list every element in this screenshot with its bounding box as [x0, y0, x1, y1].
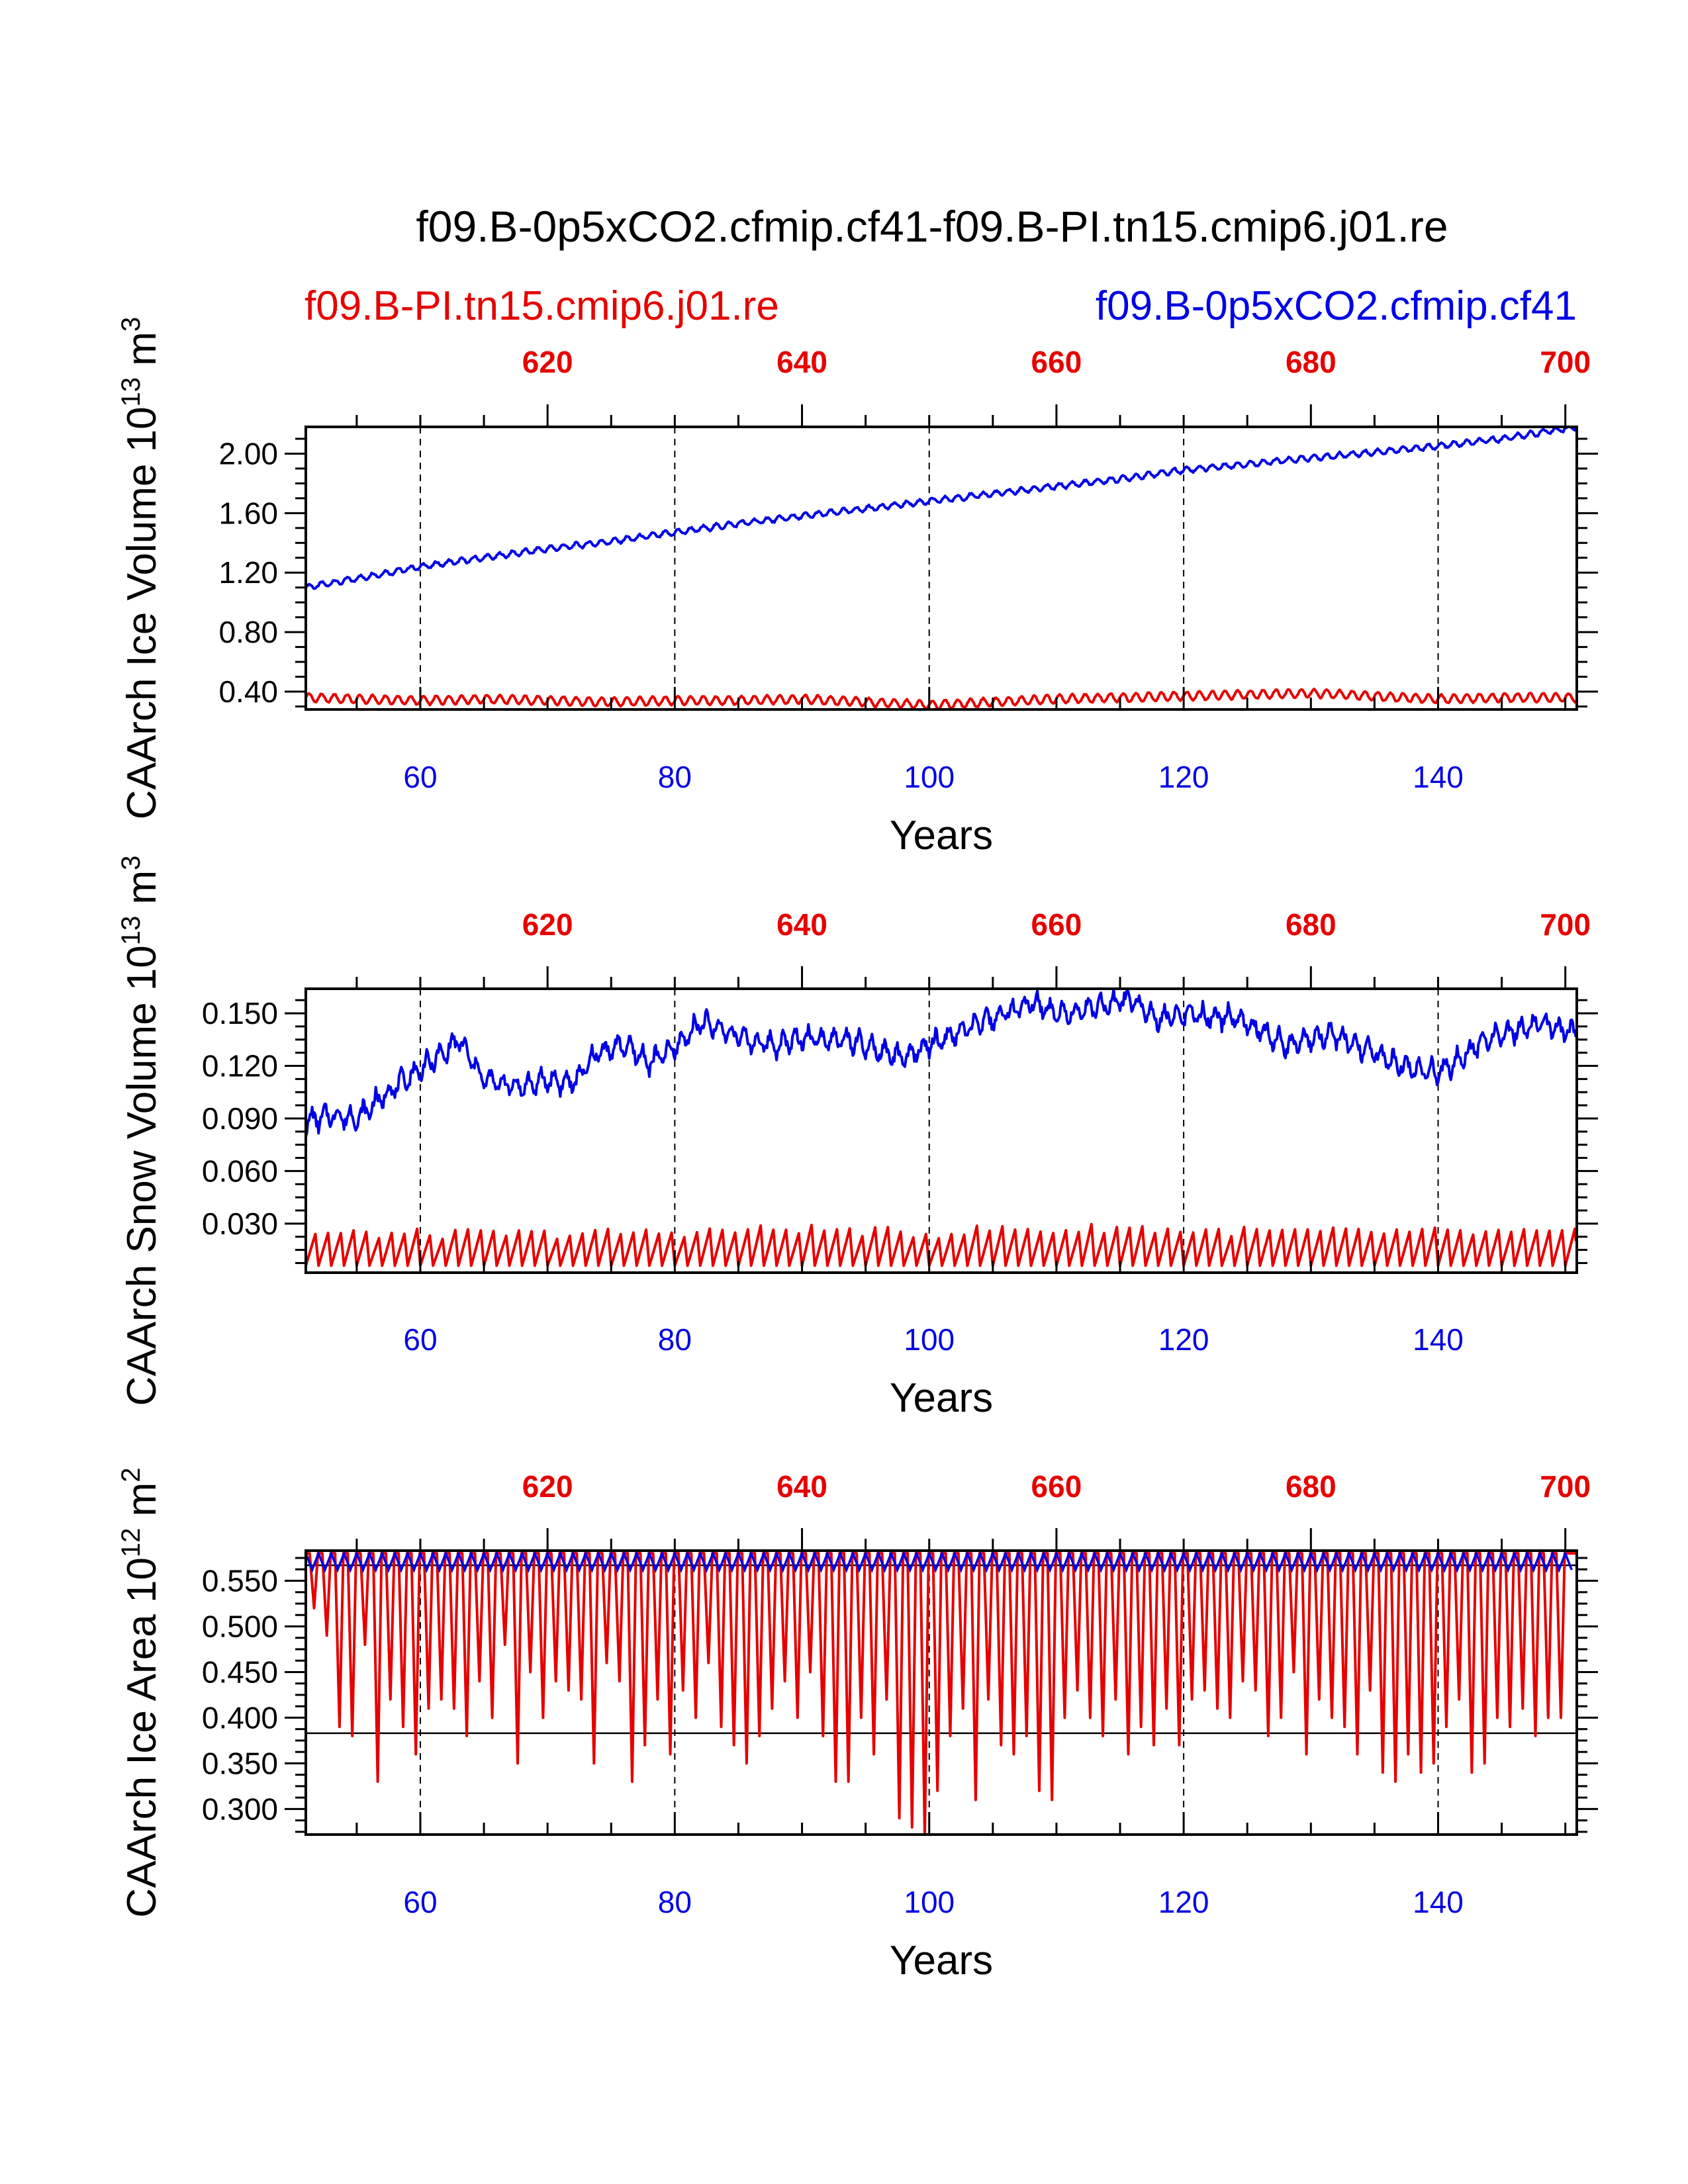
x-tick-label-bottom-1: 80	[658, 1322, 692, 1357]
x-tick-label-top-4: 700	[1540, 345, 1591, 379]
series-control-line	[306, 1222, 1577, 1267]
x-tick-label-bottom-3: 120	[1158, 1885, 1209, 1919]
series-control-line	[306, 688, 1577, 709]
x-tick-label-bottom-4: 140	[1413, 1322, 1464, 1357]
y-axis-title: CAArch Ice Volume 1013 m3	[117, 317, 165, 819]
x-tick-label-top-0: 620	[522, 1469, 573, 1504]
y-tick-label-2: 0.090	[202, 1101, 278, 1136]
x-tick-label-bottom-0: 60	[403, 1322, 437, 1357]
panel-ice-area: 60 80 100 120 140 620 640 660 680 700 0.300 0.350 0.…	[117, 1467, 1598, 1983]
x-tick-label-top-2: 660	[1031, 907, 1082, 942]
y-tick-label-4: 0.150	[202, 996, 278, 1030]
plot-area	[306, 427, 1577, 709]
x-axis-title: Years	[890, 1938, 993, 1983]
y-tick-label-3: 1.60	[218, 496, 278, 530]
series-control-line	[306, 1552, 1577, 1835]
x-tick-label-bottom-1: 80	[658, 760, 692, 794]
y-tick-label-1: 0.060	[202, 1154, 278, 1188]
y-tick-label-2: 1.20	[218, 555, 278, 590]
series-experiment-line	[306, 989, 1577, 1137]
y-tick-label-1: 0.80	[218, 615, 278, 649]
y-tick-label-4: 2.00	[218, 436, 278, 471]
x-tick-label-top-1: 640	[776, 1469, 827, 1504]
y-tick-label-5: 0.550	[202, 1564, 278, 1598]
x-tick-label-top-3: 680	[1286, 345, 1336, 379]
plot-frame	[305, 987, 1578, 1274]
x-axis-title: Years	[890, 1375, 993, 1421]
series-experiment-line	[306, 1551, 1573, 1573]
y-tick-label-3: 0.120	[202, 1049, 278, 1083]
legend-experiment: f09.B-0p5xCO2.cfmip.cf41	[1096, 283, 1577, 329]
plot-frame	[305, 1549, 1578, 1836]
y-tick-label-0: 0.40	[218, 674, 278, 709]
x-axis-title: Years	[890, 813, 993, 858]
y-axis-title: CAArch Snow Volume 1013 m3	[117, 856, 165, 1406]
x-tick-label-top-1: 640	[776, 345, 827, 379]
x-tick-label-bottom-0: 60	[403, 1885, 437, 1919]
x-tick-label-bottom-2: 100	[904, 1322, 955, 1357]
plot-frame	[305, 426, 1578, 711]
x-tick-label-top-0: 620	[522, 907, 573, 942]
y-tick-label-0: 0.300	[202, 1792, 278, 1826]
plot-area	[306, 1551, 1577, 1835]
panel-ice-volume: 60 80 100 120 140 620 640 660 680 700 0.40 0.80 1.20…	[117, 317, 1598, 858]
x-tick-label-top-3: 680	[1286, 907, 1336, 942]
x-tick-label-top-2: 660	[1031, 345, 1082, 379]
x-tick-label-top-3: 680	[1286, 1469, 1336, 1504]
series-experiment-line	[306, 427, 1577, 590]
y-tick-label-4: 0.500	[202, 1609, 278, 1643]
x-tick-label-top-2: 660	[1031, 1469, 1082, 1504]
x-tick-label-bottom-1: 80	[658, 1885, 692, 1919]
y-tick-label-0: 0.030	[202, 1206, 278, 1241]
x-tick-label-bottom-2: 100	[904, 760, 955, 794]
plot-area	[306, 989, 1577, 1267]
figure-title: f09.B-0p5xCO2.cfmip.cf41-f09.B-PI.tn15.c…	[416, 202, 1448, 251]
x-tick-label-bottom-3: 120	[1158, 1322, 1209, 1357]
x-tick-label-bottom-0: 60	[403, 760, 437, 794]
x-tick-label-top-1: 640	[776, 907, 827, 942]
x-tick-label-bottom-4: 140	[1413, 760, 1464, 794]
y-tick-label-3: 0.450	[202, 1655, 278, 1689]
x-tick-label-bottom-4: 140	[1413, 1885, 1464, 1919]
y-axis-title: CAArch Ice Area 1012 m2	[117, 1467, 165, 1917]
y-tick-label-2: 0.400	[202, 1700, 278, 1735]
x-tick-label-top-4: 700	[1540, 1469, 1591, 1504]
y-tick-label-1: 0.350	[202, 1746, 278, 1780]
x-tick-label-bottom-3: 120	[1158, 760, 1209, 794]
x-tick-label-top-0: 620	[522, 345, 573, 379]
legend-control: f09.B-PI.tn15.cmip6.j01.re	[305, 283, 779, 329]
x-tick-label-top-4: 700	[1540, 907, 1591, 942]
x-tick-label-bottom-2: 100	[904, 1885, 955, 1919]
panel-snow-volume: 60 80 100 120 140 620 640 660 680 700 0.030 0.060 0.…	[117, 856, 1598, 1421]
